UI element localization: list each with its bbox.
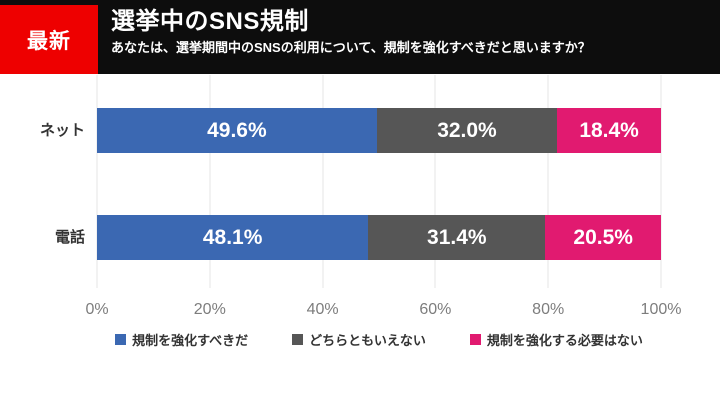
legend-item: 規制を強化すべきだ — [115, 330, 248, 349]
data-label: 48.1% — [202, 225, 263, 249]
legend-label: 規制を強化すべきだ — [132, 332, 249, 348]
bar-segment: 20.5% — [545, 215, 661, 260]
gridline — [96, 75, 98, 288]
data-label: 20.5% — [573, 225, 633, 249]
x-axis-tick-label: 100% — [640, 301, 682, 318]
category-label: ネット — [39, 122, 85, 139]
x-axis-tick-label: 40% — [306, 301, 339, 318]
legend-label: どちらともいえない — [309, 332, 426, 348]
x-axis-tick-label: 80% — [532, 301, 565, 318]
x-axis: 0% 20% 40% 60% 80% 100% — [85, 301, 681, 321]
header-bar: 最新 選挙中のSNS規制 あなたは、選挙期間中のSNSの利用について、規制を強化… — [0, 0, 720, 74]
x-axis-tick-label: 0% — [85, 301, 109, 318]
latest-badge: 最新 — [0, 5, 98, 74]
bar-segment: 49.6% — [97, 108, 377, 153]
data-label: 49.6% — [207, 118, 267, 142]
chart-legend: 規制を強化すべきだ どちらともいえない 規制を強化する必要はない — [97, 330, 661, 348]
data-label: 18.4% — [579, 118, 639, 142]
gridline — [434, 75, 436, 288]
category-label: 電話 — [54, 229, 85, 246]
x-axis-tick-label: 20% — [193, 301, 226, 318]
page-title: 選挙中のSNS規制 — [111, 8, 309, 35]
stacked-bar-row: 48.1% 31.4% 20.5% — [97, 215, 661, 260]
bar-segment: 32.0% — [376, 108, 558, 153]
bar-segment: 18.4% — [557, 108, 661, 153]
legend-swatch-icon — [469, 333, 481, 345]
legend-swatch-icon — [292, 333, 304, 345]
gridline — [322, 75, 324, 288]
gridline — [660, 75, 662, 288]
gridline — [547, 75, 549, 288]
category-axis: ネット電話 — [0, 75, 85, 288]
legend-label: 規制を強化する必要はない — [486, 332, 643, 348]
legend-item: どちらともいえない — [292, 330, 426, 349]
header-titles: 選挙中のSNS規制 あなたは、選挙期間中のSNSの利用について、規制を強化すべき… — [111, 6, 712, 56]
data-label: 32.0% — [437, 118, 497, 142]
legend-item: 規制を強化する必要はない — [469, 330, 643, 349]
page-subtitle: あなたは、選挙期間中のSNSの利用について、規制を強化すべきだと思いますか？ — [111, 40, 591, 55]
latest-badge-label: 最新 — [27, 29, 71, 53]
stacked-bar-row: 49.6% 32.0% 18.4% — [97, 108, 661, 153]
stacked-bar-plot: 49.6% 32.0% 18.4% 48.1% 31.4% 20.5% — [96, 75, 662, 288]
bar-segment: 48.1% — [97, 215, 369, 260]
gridline — [209, 75, 211, 288]
legend-swatch-icon — [115, 333, 127, 345]
data-label: 31.4% — [427, 225, 487, 249]
x-axis-tick-label: 60% — [419, 301, 452, 318]
bar-segment: 31.4% — [368, 215, 546, 260]
